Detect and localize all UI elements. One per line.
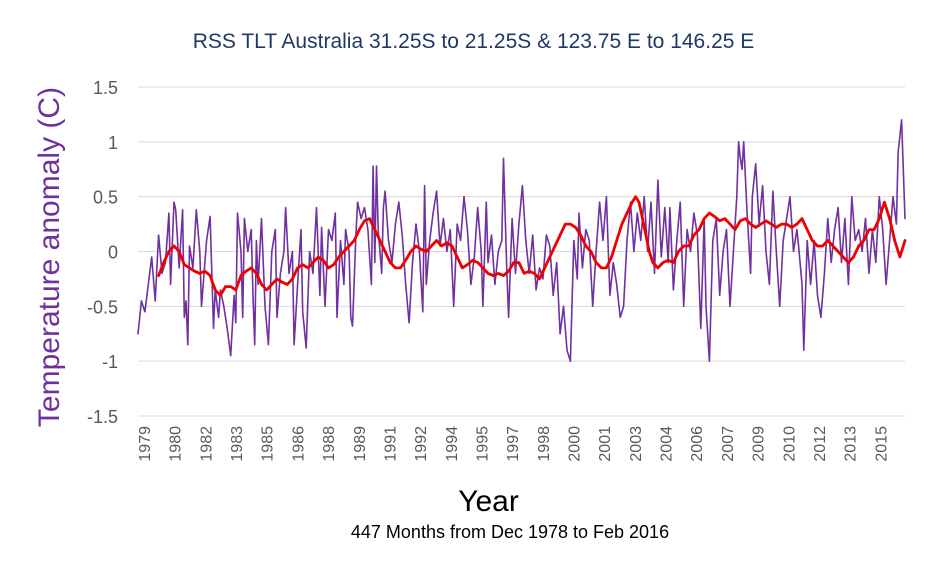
x-axis-label: Year [458,485,519,518]
x-tick-label: 2012 [812,426,829,462]
x-tick-label: 1995 [474,426,491,462]
x-tick-label: 1986 [290,426,307,462]
running-mean-line [157,195,907,297]
x-tick-label: 1983 [229,426,246,462]
y-tick-labels: 1.5 1 0.5 0 -0.5 -1 -1.5 [87,78,118,427]
y-tick-label: -1.5 [87,407,118,427]
x-tick-label: 1979 [137,426,154,462]
monthly-anomaly-line [137,119,906,362]
x-tick-label: 1997 [505,426,522,462]
chart-subtitle: 447 Months from Dec 1978 to Feb 2016 [350,522,670,542]
y-tick-label: 0.5 [93,188,118,208]
gridlines [138,86,905,417]
x-tick-label: 2009 [751,426,768,462]
x-tick-label: 2003 [628,426,645,462]
chart-title: RSS TLT Australia 31.25S to 21.25S & 123… [192,30,755,53]
x-tick-label: 1998 [536,426,553,462]
x-tick-label: 1980 [168,426,185,462]
x-tick-label: 2000 [567,426,584,462]
x-tick-label: 2006 [689,426,706,462]
x-tick-label: 2007 [720,426,737,462]
x-tick-label: 1991 [382,426,399,462]
x-tick-label: 1985 [260,426,277,462]
y-tick-label: 1.5 [93,78,118,98]
x-tick-label: 2015 [873,426,890,462]
y-tick-label: 1 [108,133,118,153]
y-tick-label: 0 [108,243,118,263]
data-series [137,119,907,362]
y-tick-label: -1 [102,352,118,372]
x-tick-label: 1994 [444,426,461,462]
x-tick-label: 1992 [413,426,430,462]
x-tick-labels: 1979 1980 1982 1983 1985 1986 1988 1989 1991 1992… [137,426,890,462]
x-tick-label: 2010 [781,426,798,462]
x-tick-label: 1988 [321,426,338,462]
y-tick-label: -0.5 [87,297,118,317]
x-tick-label: 2001 [597,426,614,462]
x-tick-label: 1982 [198,426,215,462]
x-tick-label: 2004 [659,426,676,462]
x-tick-label: 2013 [843,426,860,462]
x-tick-label: 1989 [352,426,369,462]
